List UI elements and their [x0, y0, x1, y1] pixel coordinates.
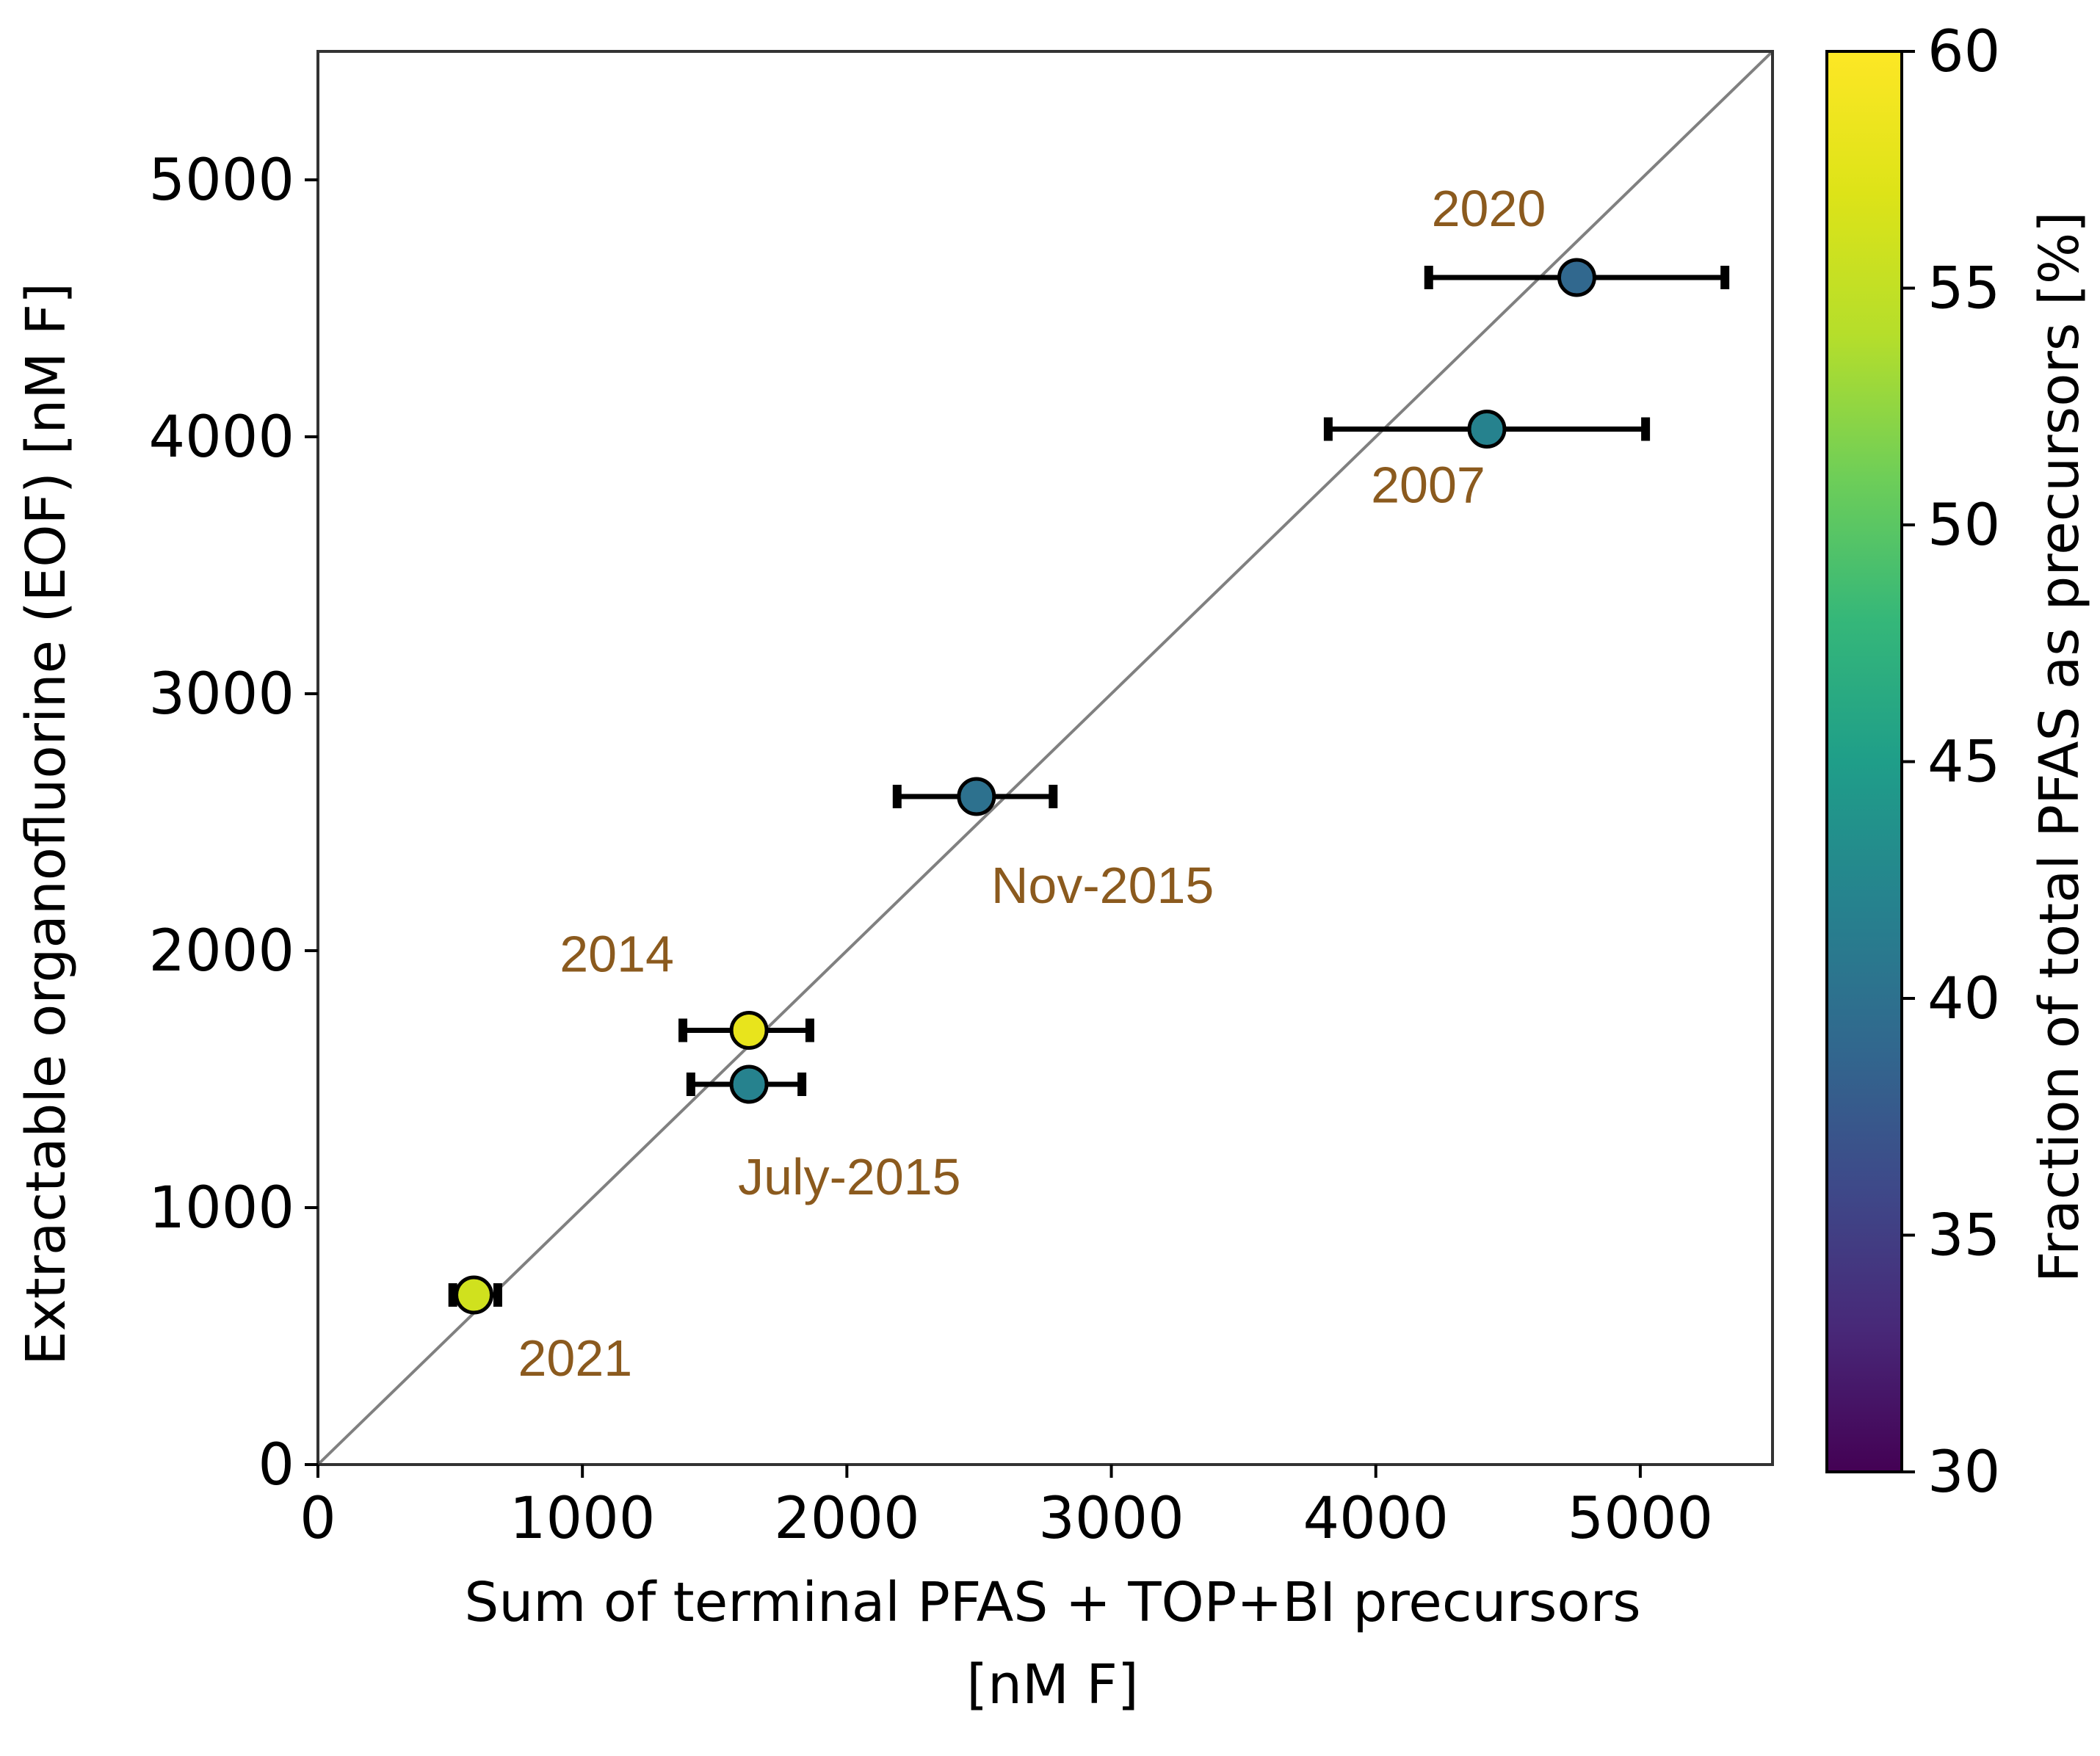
y-tick-label: 1000 — [148, 1175, 294, 1241]
y-tick-label: 2000 — [148, 918, 294, 984]
colorbar-tick-label: 30 — [1927, 1440, 2000, 1506]
data-point — [729, 1011, 769, 1050]
colorbar-tick-label: 45 — [1927, 730, 2000, 796]
y-tick-label: 5000 — [148, 148, 294, 214]
data-point-group: 2007 — [1323, 410, 1651, 514]
x-tick-label: 5000 — [1568, 1486, 1714, 1552]
point-label: Nov-2015 — [991, 857, 1214, 914]
y-tick-label: 0 — [258, 1432, 294, 1498]
data-point — [1467, 410, 1507, 449]
data-point-group: Nov-2015 — [892, 777, 1214, 914]
y-tick-label: 4000 — [148, 404, 294, 471]
colorbar-tick-label: 40 — [1927, 966, 2000, 1032]
data-point — [1557, 258, 1596, 297]
point-label: 2014 — [560, 926, 674, 983]
colorbar-gradient — [1825, 50, 1903, 1473]
x-axis-label-line-2: [nM F] — [966, 1653, 1139, 1716]
plot-area: 2020 2007 Nov-2015 2014 July-2015 2021 — [316, 50, 1774, 1466]
x-axis-label-line-1: Sum of terminal PFAS + TOP+BI precursors — [464, 1571, 1640, 1634]
point-label: 2021 — [518, 1329, 633, 1387]
data-point — [455, 1275, 494, 1315]
data-point-group: 2021 — [448, 1275, 633, 1387]
colorbar-tick-label: 50 — [1927, 493, 2000, 559]
colorbar: 30 35 40 45 50 55 60 — [1825, 19, 2000, 1506]
point-label: 2020 — [1432, 180, 1546, 237]
colorbar-tick-label: 35 — [1927, 1203, 2000, 1269]
y-axis-ticks: 0 1000 2000 3000 4000 5000 — [148, 148, 318, 1498]
data-point-group: 2020 — [1424, 180, 1730, 297]
point-label: July-2015 — [738, 1148, 961, 1205]
y-tick-label: 3000 — [148, 661, 294, 728]
x-tick-label: 1000 — [510, 1486, 656, 1552]
colorbar-label: Fraction of total PFAS as precursors [%] — [2028, 211, 2091, 1282]
x-tick-label: 2000 — [774, 1486, 920, 1552]
data-point — [729, 1064, 769, 1104]
x-tick-label: 0 — [300, 1486, 336, 1552]
data-point-group: 2014 — [560, 926, 814, 1050]
data-point-group: July-2015 — [686, 1064, 961, 1205]
point-label: 2007 — [1371, 457, 1485, 514]
plot-frame — [316, 50, 1774, 1466]
x-tick-label: 4000 — [1303, 1486, 1449, 1552]
colorbar-tick-label: 60 — [1927, 19, 2000, 85]
colorbar-tick-label: 55 — [1927, 256, 2000, 322]
x-axis-ticks: 0 1000 2000 3000 4000 5000 — [300, 1465, 1713, 1552]
data-point — [957, 777, 996, 816]
x-tick-label: 3000 — [1038, 1486, 1184, 1552]
y-axis-label: Extractable organofluorine (EOF) [nM F] — [15, 283, 78, 1365]
one-to-one-line — [316, 50, 1774, 1466]
